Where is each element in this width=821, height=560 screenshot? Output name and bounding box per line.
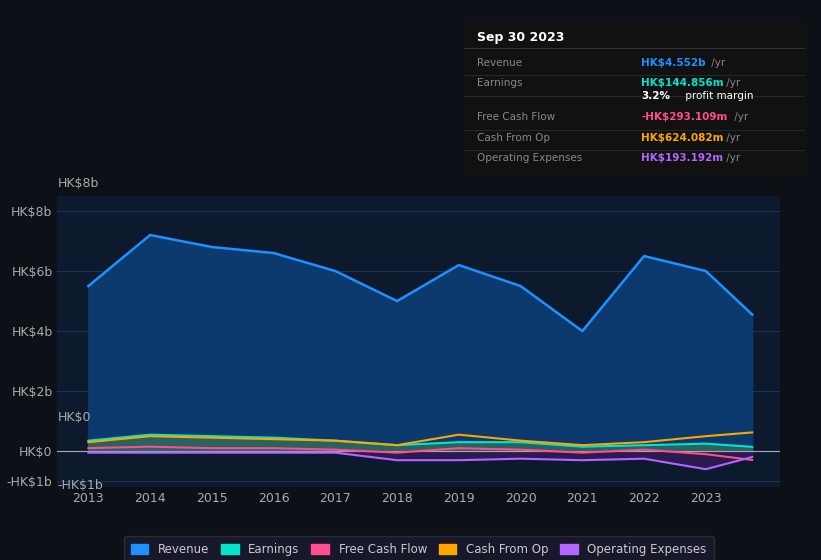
Text: Earnings: Earnings <box>478 78 523 88</box>
Text: HK$624.082m: HK$624.082m <box>641 133 723 143</box>
Text: Revenue: Revenue <box>478 58 523 68</box>
Text: Operating Expenses: Operating Expenses <box>478 153 583 164</box>
Text: HK$193.192m: HK$193.192m <box>641 153 723 164</box>
Text: /yr: /yr <box>723 78 741 88</box>
Text: /yr: /yr <box>709 58 726 68</box>
Legend: Revenue, Earnings, Free Cash Flow, Cash From Op, Operating Expenses: Revenue, Earnings, Free Cash Flow, Cash … <box>124 536 713 560</box>
Text: Free Cash Flow: Free Cash Flow <box>478 112 556 122</box>
Text: /yr: /yr <box>731 112 748 122</box>
Text: /yr: /yr <box>723 133 741 143</box>
Text: -HK$293.109m: -HK$293.109m <box>641 112 727 122</box>
Text: 3.2%: 3.2% <box>641 91 670 101</box>
Text: HK$4.552b: HK$4.552b <box>641 58 706 68</box>
Text: HK$144.856m: HK$144.856m <box>641 78 723 88</box>
Text: profit margin: profit margin <box>682 91 754 101</box>
Text: HK$0: HK$0 <box>57 410 91 424</box>
Text: /yr: /yr <box>723 153 741 164</box>
Text: HK$8b: HK$8b <box>57 178 99 190</box>
Text: Cash From Op: Cash From Op <box>478 133 551 143</box>
Text: -HK$1b: -HK$1b <box>57 479 103 492</box>
Text: Sep 30 2023: Sep 30 2023 <box>478 31 565 44</box>
